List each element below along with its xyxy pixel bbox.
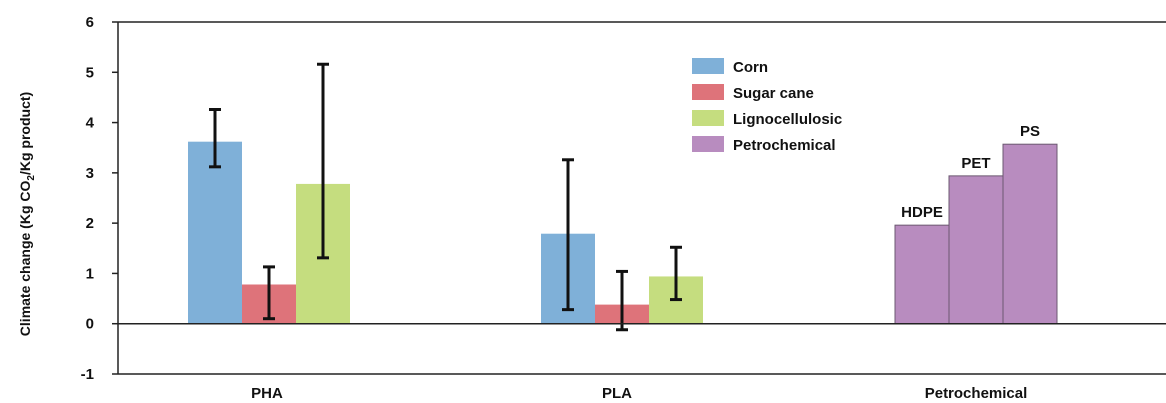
y-tick-label: 4 xyxy=(86,115,95,132)
y-tick-label: 0 xyxy=(86,316,94,333)
y-tick-label: -1 xyxy=(81,366,94,383)
legend-swatch xyxy=(692,110,724,126)
y-tick-label: 6 xyxy=(86,14,94,31)
y-axis-title: Climate change (Kg CO2/Kg product) xyxy=(17,92,37,336)
y-tick-label: 3 xyxy=(86,165,94,182)
y-tick-label: 2 xyxy=(86,215,94,232)
bar-label: PS xyxy=(1020,123,1040,140)
legend-label: Petrochemical xyxy=(733,137,836,154)
x-category-label: PLA xyxy=(602,385,632,402)
bar-label: HDPE xyxy=(901,204,943,221)
bar xyxy=(948,175,1004,325)
bar-label: PET xyxy=(961,155,990,172)
legend-label: Sugar cane xyxy=(733,85,814,102)
bar xyxy=(1002,143,1058,325)
legend-label: Lignocellulosic xyxy=(733,111,842,128)
legend-swatch xyxy=(692,84,724,100)
legend-swatch xyxy=(692,136,724,152)
bar xyxy=(894,224,950,325)
x-category-label: PHA xyxy=(251,385,283,402)
y-tick-label: 5 xyxy=(86,64,94,81)
y-tick-label: 1 xyxy=(86,265,94,282)
legend-swatch xyxy=(692,58,724,74)
legend-label: Corn xyxy=(733,59,768,76)
y-axis-title-part: Climate change (Kg CO xyxy=(17,180,33,336)
y-axis-title-part: /Kg product) xyxy=(17,92,33,175)
svg-text:Climate change (Kg CO2/Kg prod: Climate change (Kg CO2/Kg product) xyxy=(17,92,37,336)
x-category-label: Petrochemical xyxy=(925,385,1028,402)
bar xyxy=(188,141,242,324)
y-axis-title-subscript: 2 xyxy=(26,175,37,181)
